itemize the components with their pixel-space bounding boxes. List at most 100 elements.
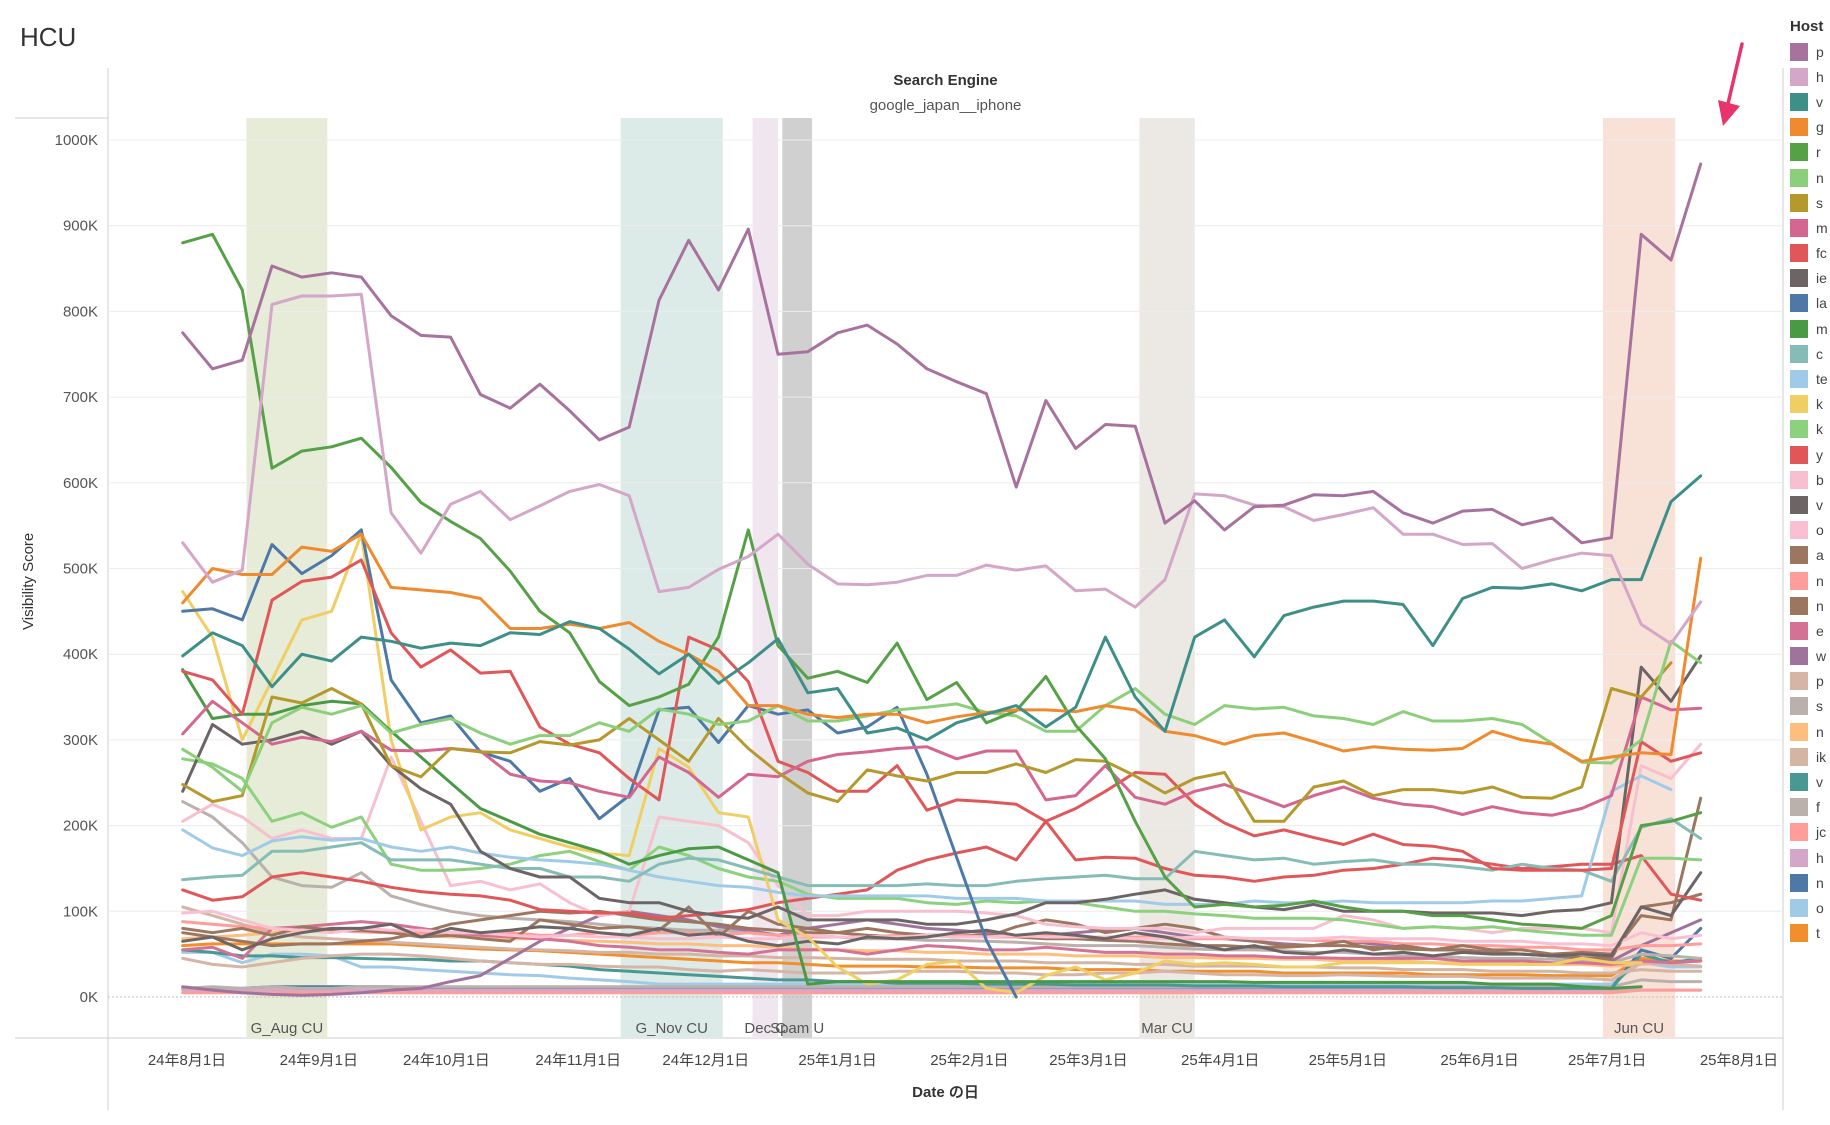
legend-label: la [1816, 295, 1827, 312]
x-tick-label: 24年9月1日 [280, 1052, 358, 1069]
legend-swatch [1790, 42, 1808, 61]
legend-item[interactable]: h [1790, 64, 1830, 89]
x-tick-label: 24年8月1日 [148, 1052, 226, 1069]
legend-label: m [1816, 219, 1828, 236]
x-tick-label: 25年2月1日 [930, 1052, 1008, 1069]
x-tick-label: 25年1月1日 [798, 1052, 876, 1069]
legend-swatch [1790, 823, 1808, 842]
legend-item[interactable]: m [1790, 215, 1830, 240]
legend-item[interactable]: te [1790, 366, 1830, 391]
legend-item[interactable]: c [1790, 341, 1830, 366]
series-line [181, 639, 1703, 793]
legend-item[interactable]: a [1790, 543, 1830, 568]
legend-swatch [1790, 319, 1808, 338]
legend-label: f [1816, 799, 1820, 816]
legend-label: fc [1816, 245, 1827, 262]
legend-item[interactable]: o [1790, 518, 1830, 543]
legend-label: ie [1816, 270, 1827, 287]
legend-item[interactable]: o [1790, 895, 1830, 920]
legend-label: jc [1816, 824, 1827, 841]
event-band [620, 118, 723, 1038]
series-line [181, 292, 1703, 646]
legend-item[interactable]: p [1790, 39, 1830, 64]
legend-item[interactable]: n [1790, 165, 1830, 190]
y-tick-label: 500K [63, 561, 98, 578]
legend-item[interactable]: n [1790, 870, 1830, 895]
legend-label: n [1816, 874, 1824, 891]
legend-item[interactable]: p [1790, 669, 1830, 694]
legend-swatch [1790, 773, 1808, 792]
legend-item[interactable]: v [1790, 769, 1830, 794]
legend-swatch [1790, 621, 1808, 640]
band-label: G_Aug CU [251, 1020, 324, 1037]
legend-swatch [1790, 143, 1808, 162]
legend-label: t [1816, 925, 1820, 942]
legend-item[interactable]: w [1790, 644, 1830, 669]
legend-item[interactable]: y [1790, 442, 1830, 467]
legend-item[interactable]: s [1790, 694, 1830, 719]
series-line [181, 162, 1703, 545]
legend-item[interactable]: ie [1790, 266, 1830, 291]
y-tick-label: 1000K [55, 132, 98, 149]
y-axis-title: Visibility Score [20, 532, 37, 630]
legend-swatch [1790, 470, 1808, 489]
legend-item[interactable]: la [1790, 291, 1830, 316]
legend-item[interactable]: k [1790, 417, 1830, 442]
legend-item[interactable]: n [1790, 568, 1830, 593]
band-label: Mar CU [1141, 1020, 1193, 1037]
legend-item[interactable]: fc [1790, 241, 1830, 266]
legend-item[interactable]: n [1790, 719, 1830, 744]
y-tick-label: 300K [63, 732, 98, 749]
legend-item[interactable]: h [1790, 845, 1830, 870]
band-label: Spam U [770, 1020, 824, 1037]
legend-label: w [1816, 648, 1827, 665]
legend-item[interactable]: t [1790, 921, 1830, 946]
series-line [181, 695, 1703, 817]
legend-swatch [1790, 370, 1808, 389]
series-line [181, 988, 1703, 995]
band-label: Jun CU [1614, 1020, 1664, 1037]
legend-item[interactable]: m [1790, 316, 1830, 341]
legend-swatch [1790, 798, 1808, 817]
series-line [181, 558, 1703, 872]
legend-item[interactable]: v [1790, 89, 1830, 114]
legend-label: te [1816, 371, 1828, 388]
legend-label: n [1816, 169, 1824, 186]
event-band [752, 118, 779, 1038]
legend-label: g [1816, 119, 1824, 136]
series-line [181, 661, 1673, 823]
legend-item[interactable]: v [1790, 492, 1830, 517]
legend-item[interactable]: b [1790, 467, 1830, 492]
legend-item[interactable]: f [1790, 795, 1830, 820]
legend-title: Host [1790, 18, 1824, 35]
series-line [181, 948, 1703, 990]
series-line [181, 528, 1018, 999]
legend-item[interactable]: g [1790, 115, 1830, 140]
series-line [181, 905, 1703, 975]
legend-item[interactable]: r [1790, 140, 1830, 165]
x-tick-label: 24年10月1日 [403, 1052, 490, 1069]
legend-item[interactable]: ik [1790, 744, 1830, 769]
annotation-arrow [1718, 42, 1744, 126]
legend-label: p [1816, 673, 1824, 690]
legend-label: n [1816, 572, 1824, 589]
legend-item[interactable]: n [1790, 593, 1830, 618]
legend: Host p h v g r n s m fc ie la m c te k k y b v o a n n e w p s n ik v… [1790, 18, 1830, 946]
x-tick-label: 25年8月1日 [1700, 1052, 1778, 1069]
legend-label: s [1816, 194, 1823, 211]
legend-item[interactable]: e [1790, 618, 1830, 643]
legend-swatch [1790, 898, 1808, 917]
header-subtitle: google_japan__iphone [869, 97, 1022, 114]
legend-label: o [1816, 522, 1824, 539]
legend-swatch [1790, 596, 1808, 615]
legend-item[interactable]: s [1790, 190, 1830, 215]
legend-item[interactable]: jc [1790, 820, 1830, 845]
legend-swatch [1790, 521, 1808, 540]
legend-swatch [1790, 445, 1808, 464]
series-line [181, 654, 1703, 926]
legend-swatch [1790, 924, 1808, 943]
legend-item[interactable]: k [1790, 392, 1830, 417]
series-line [181, 757, 1703, 937]
header-title: Search Engine [893, 72, 998, 89]
band-label: G_Nov CU [635, 1020, 708, 1037]
